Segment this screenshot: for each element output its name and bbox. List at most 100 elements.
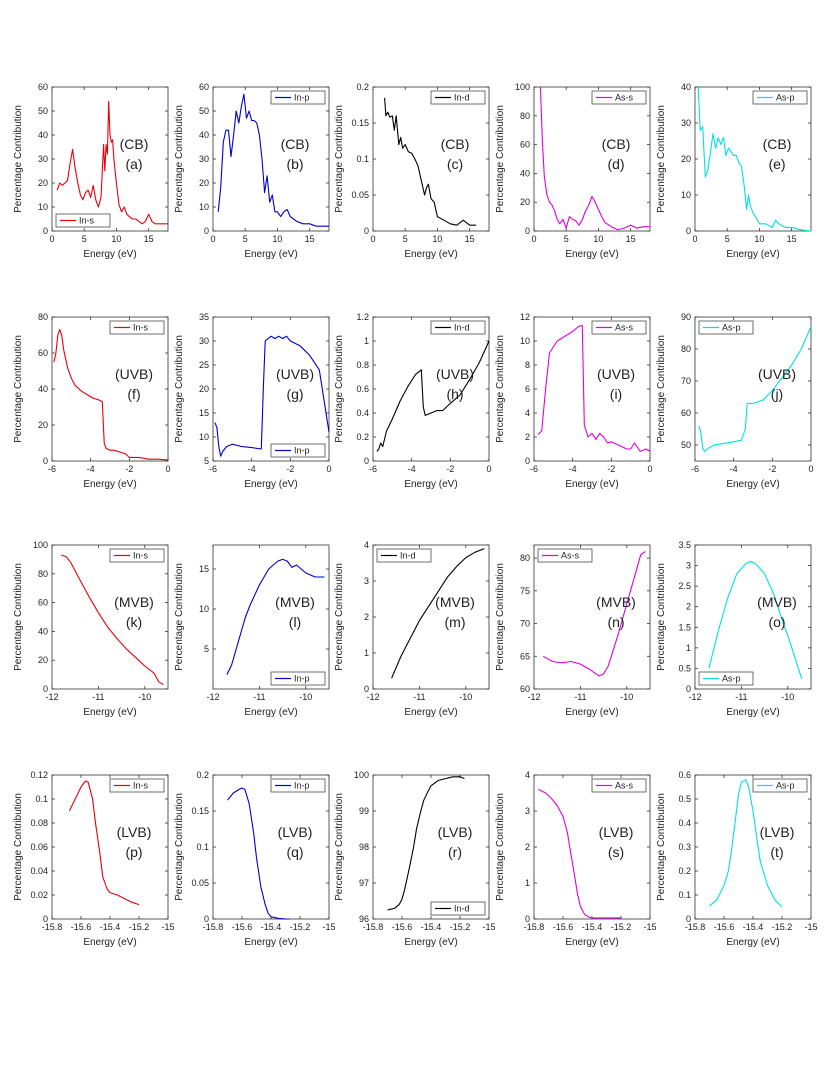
x-tick-label: -15 <box>482 922 495 932</box>
y-tick-label: 1 <box>525 878 530 888</box>
x-tick-label: -15.4 <box>582 922 603 932</box>
series-line-in-d <box>376 340 490 452</box>
x-tick-label: -15 <box>322 922 335 932</box>
y-tick-label: 40 <box>681 82 691 92</box>
series-line-in-p <box>214 335 330 457</box>
region-label: (MVB) <box>275 594 315 610</box>
x-tick-label: -12 <box>688 692 701 702</box>
legend: In-p <box>270 443 326 458</box>
y-tick-label: 2.5 <box>678 581 691 591</box>
x-tick-label: -6 <box>369 464 377 474</box>
y-tick-label: 1 <box>686 643 691 653</box>
series-line-as-s <box>543 551 646 677</box>
y-tick-label: 10 <box>520 336 530 346</box>
x-tick-label: 10 <box>111 234 121 244</box>
y-tick-label: 0 <box>525 456 530 466</box>
y-tick-label: 20 <box>520 197 530 207</box>
region-label: (LVB) <box>599 824 634 840</box>
region-label: (LVB) <box>278 824 313 840</box>
y-tick-label: 0.4 <box>356 408 369 418</box>
x-axis-label: Energy (eV) <box>404 707 457 718</box>
y-tick-label: 0.05 <box>191 878 209 888</box>
x-tick-label: -15.4 <box>743 922 764 932</box>
series-line-in-s <box>53 329 169 461</box>
panel-i: -6 -4 -2 0 0 2 4 6 8 10 12 Energy (eV) Percentage Co… <box>495 312 653 490</box>
y-tick-label: 0.08 <box>30 818 48 828</box>
y-tick-label: 0 <box>43 914 48 924</box>
y-tick-label: 10 <box>38 202 48 212</box>
y-tick-label: 0 <box>43 456 48 466</box>
x-tick-label: 15 <box>465 234 475 244</box>
x-tick-label: -15.4 <box>261 922 282 932</box>
legend-label: In-s <box>133 781 149 791</box>
y-tick-label: 0.15 <box>191 806 209 816</box>
y-axis-label: Percentage Contribution <box>656 563 667 671</box>
y-tick-label: 98 <box>359 842 369 852</box>
x-tick-label: -15.6 <box>553 922 574 932</box>
y-tick-label: 0.15 <box>351 118 369 128</box>
y-tick-label: 5 <box>204 456 209 466</box>
panel-a: 0 5 10 15 0 10 20 30 40 50 60 Energy (eV) Percentage… <box>13 82 169 260</box>
panel-letter: (e) <box>768 156 785 172</box>
y-tick-label: 1 <box>364 336 369 346</box>
y-axis-label: Percentage Contribution <box>174 793 185 901</box>
y-tick-label: 90 <box>681 312 691 322</box>
panel-letter: (k) <box>126 614 142 630</box>
y-tick-label: 60 <box>199 82 209 92</box>
y-tick-label: 0.2 <box>678 866 691 876</box>
y-tick-label: 0.2 <box>196 770 209 780</box>
x-tick-label: 5 <box>564 234 569 244</box>
legend: As-p <box>752 778 808 793</box>
axes-box <box>533 86 651 232</box>
legend-box <box>430 901 486 916</box>
panel-letter: (l) <box>289 614 301 630</box>
y-tick-label: 70 <box>520 619 530 629</box>
y-tick-label: 3 <box>364 576 369 586</box>
x-tick-label: -15 <box>161 922 174 932</box>
x-tick-label: -15.8 <box>203 922 224 932</box>
series-line-as-p <box>697 86 812 232</box>
panel-o: -12 -11 -10 0 0.5 1 1.5 2 2.5 3 3.5 Energy (eV) Perc… <box>656 540 812 718</box>
y-tick-label: 20 <box>38 655 48 665</box>
x-tick-label: 0 <box>692 234 697 244</box>
x-tick-label: -12 <box>206 692 219 702</box>
x-axis-label: Energy (eV) <box>726 937 779 948</box>
legend-label: As-s <box>615 781 634 791</box>
y-tick-label: 97 <box>359 878 369 888</box>
region-label: (UVB) <box>758 366 796 382</box>
y-tick-label: 30 <box>199 336 209 346</box>
y-tick-label: 70 <box>681 376 691 386</box>
legend-label: In-d <box>454 323 470 333</box>
panel-letter: (t) <box>770 844 783 860</box>
x-tick-label: 0 <box>326 464 331 474</box>
y-axis-label: Percentage Contribution <box>656 793 667 901</box>
legend-box <box>109 320 165 335</box>
panel-g: -6 -4 -2 0 5 10 15 20 25 30 35 Energy (eV) Percentag… <box>174 312 332 490</box>
region-label: (MVB) <box>596 594 636 610</box>
x-tick-label: 0 <box>49 234 54 244</box>
x-tick-label: -15.2 <box>772 922 793 932</box>
axes-box <box>51 774 169 920</box>
y-tick-label: 1.2 <box>356 312 369 322</box>
x-axis-label: Energy (eV) <box>404 479 457 490</box>
region-label: (UVB) <box>436 366 474 382</box>
legend-label: As-p <box>722 674 741 684</box>
y-tick-label: 0 <box>43 684 48 694</box>
y-axis-label: Percentage Contribution <box>334 335 345 443</box>
x-tick-label: 0 <box>370 234 375 244</box>
legend-label: In-s <box>79 216 95 226</box>
x-tick-label: -15.4 <box>100 922 121 932</box>
y-tick-label: 2 <box>525 842 530 852</box>
x-axis-label: Energy (eV) <box>83 479 136 490</box>
x-tick-label: -10 <box>781 692 794 702</box>
y-axis-label: Percentage Contribution <box>656 335 667 443</box>
legend-label: In-s <box>133 551 149 561</box>
x-tick-label: 5 <box>725 234 730 244</box>
axes-box <box>372 544 490 690</box>
y-tick-label: 3 <box>525 806 530 816</box>
series-line-as-s <box>538 788 621 919</box>
panel-f: -6 -4 -2 0 0 20 40 60 80 Energy (eV) Percentage Co… <box>13 312 171 490</box>
legend: In-s <box>109 320 165 335</box>
series-line-in-p <box>226 558 325 675</box>
y-tick-label: 0 <box>686 914 691 924</box>
